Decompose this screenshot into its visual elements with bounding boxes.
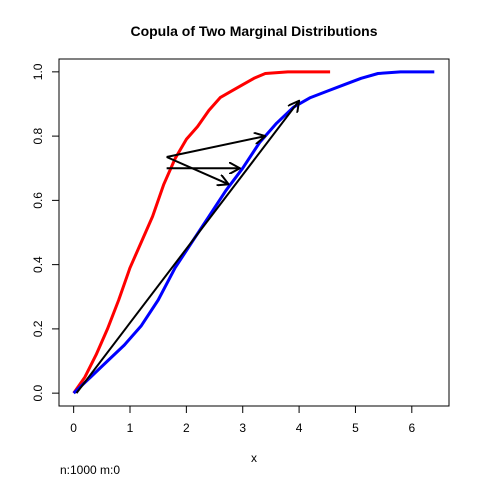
- chart-title: Copula of Two Marginal Distributions: [130, 23, 377, 39]
- y-tick-label: 0.8: [31, 127, 45, 144]
- arrow: [75, 101, 299, 394]
- arrow: [166, 156, 229, 184]
- y-tick-label: 0.2: [31, 320, 45, 337]
- blue-series-line: [72, 70, 435, 395]
- y-tick-label: 1.0: [31, 63, 45, 80]
- x-tick-label: 6: [408, 421, 415, 435]
- footnote: n:1000 m:0: [60, 463, 120, 477]
- plot-frame: [58, 58, 450, 407]
- y-tick-label: 0.0: [31, 384, 45, 401]
- x-tick-label: 0: [70, 421, 77, 435]
- x-tick-label: 2: [183, 421, 190, 435]
- x-tick-label: 1: [127, 421, 134, 435]
- x-tick-label: 4: [296, 421, 303, 435]
- series-layer: [72, 70, 435, 395]
- y-tick-label: 0.6: [31, 192, 45, 209]
- x-axis-label: x: [251, 451, 257, 465]
- red-series-line: [72, 70, 331, 394]
- arrow-layer: [75, 101, 299, 394]
- arrow: [166, 136, 266, 158]
- y-tick-label: 0.4: [31, 256, 45, 273]
- x-tick-label: 3: [239, 421, 246, 435]
- x-tick-label: 5: [352, 421, 359, 435]
